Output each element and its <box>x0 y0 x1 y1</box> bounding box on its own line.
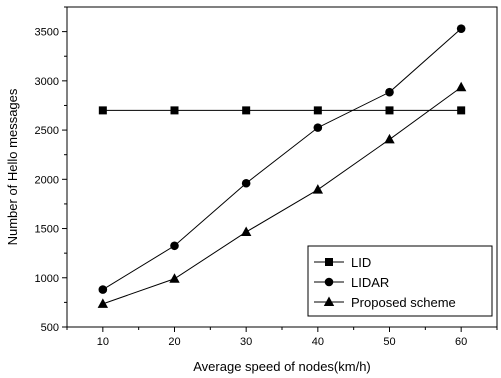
square-marker <box>385 106 394 115</box>
square-marker <box>325 258 333 266</box>
triangle-marker <box>384 133 395 144</box>
y-tick-label: 1500 <box>35 224 59 236</box>
triangle-marker <box>455 81 467 92</box>
circle-marker <box>324 277 334 287</box>
y-tick-label: 3000 <box>35 76 59 88</box>
legend-entry: Proposed scheme <box>314 295 456 310</box>
triangle-marker <box>323 296 335 306</box>
square-marker <box>313 106 322 115</box>
series-lid <box>98 106 466 115</box>
circle-marker <box>456 24 466 33</box>
axis-ticks: 10 20 30 40 50 60 500 1000 1500 2000 2500 3000 3500 <box>35 6 498 348</box>
x-tick-label: 40 <box>312 336 324 348</box>
legend-box <box>307 245 493 317</box>
legend-label: Proposed scheme <box>351 295 456 310</box>
circle-marker <box>313 123 323 132</box>
y-tick-label: 2500 <box>35 125 59 137</box>
circle-marker <box>241 178 251 188</box>
triangle-marker <box>240 226 252 236</box>
x-tick-label: 10 <box>97 336 109 348</box>
x-tick-label: 30 <box>240 336 252 348</box>
square-marker <box>242 106 251 115</box>
circle-marker <box>98 285 108 294</box>
circle-marker <box>170 241 179 251</box>
y-tick-label: 500 <box>41 322 59 334</box>
x-tick-label: 20 <box>168 336 180 348</box>
legend-items: LID LIDAR Proposed scheme <box>314 255 456 310</box>
square-marker <box>170 106 179 115</box>
legend-label: LID <box>351 255 371 270</box>
legend-label: LIDAR <box>351 275 389 290</box>
y-axis-label: Number of Hello messages <box>5 88 20 245</box>
y-tick-label: 3500 <box>35 27 59 39</box>
series-proposed-scheme <box>97 81 467 308</box>
triangle-marker <box>169 273 180 283</box>
circle-marker <box>385 87 394 97</box>
legend-entry: LIDAR <box>314 275 389 290</box>
x-axis-label: Average speed of nodes(km/h) <box>193 359 371 374</box>
legend: LID LIDAR Proposed scheme <box>307 245 493 317</box>
series-layer <box>97 24 467 308</box>
series-line <box>102 86 462 305</box>
y-tick-label: 1000 <box>35 273 59 285</box>
series-lidar <box>98 24 466 294</box>
triangle-marker <box>97 298 109 308</box>
x-tick-label: 60 <box>455 336 467 348</box>
x-tick-label: 50 <box>383 336 395 348</box>
legend-entry: LID <box>314 255 371 270</box>
y-tick-label: 2000 <box>35 174 59 186</box>
triangle-marker <box>312 184 324 194</box>
series-line <box>102 28 462 291</box>
square-marker <box>98 106 107 115</box>
square-marker <box>457 106 466 115</box>
